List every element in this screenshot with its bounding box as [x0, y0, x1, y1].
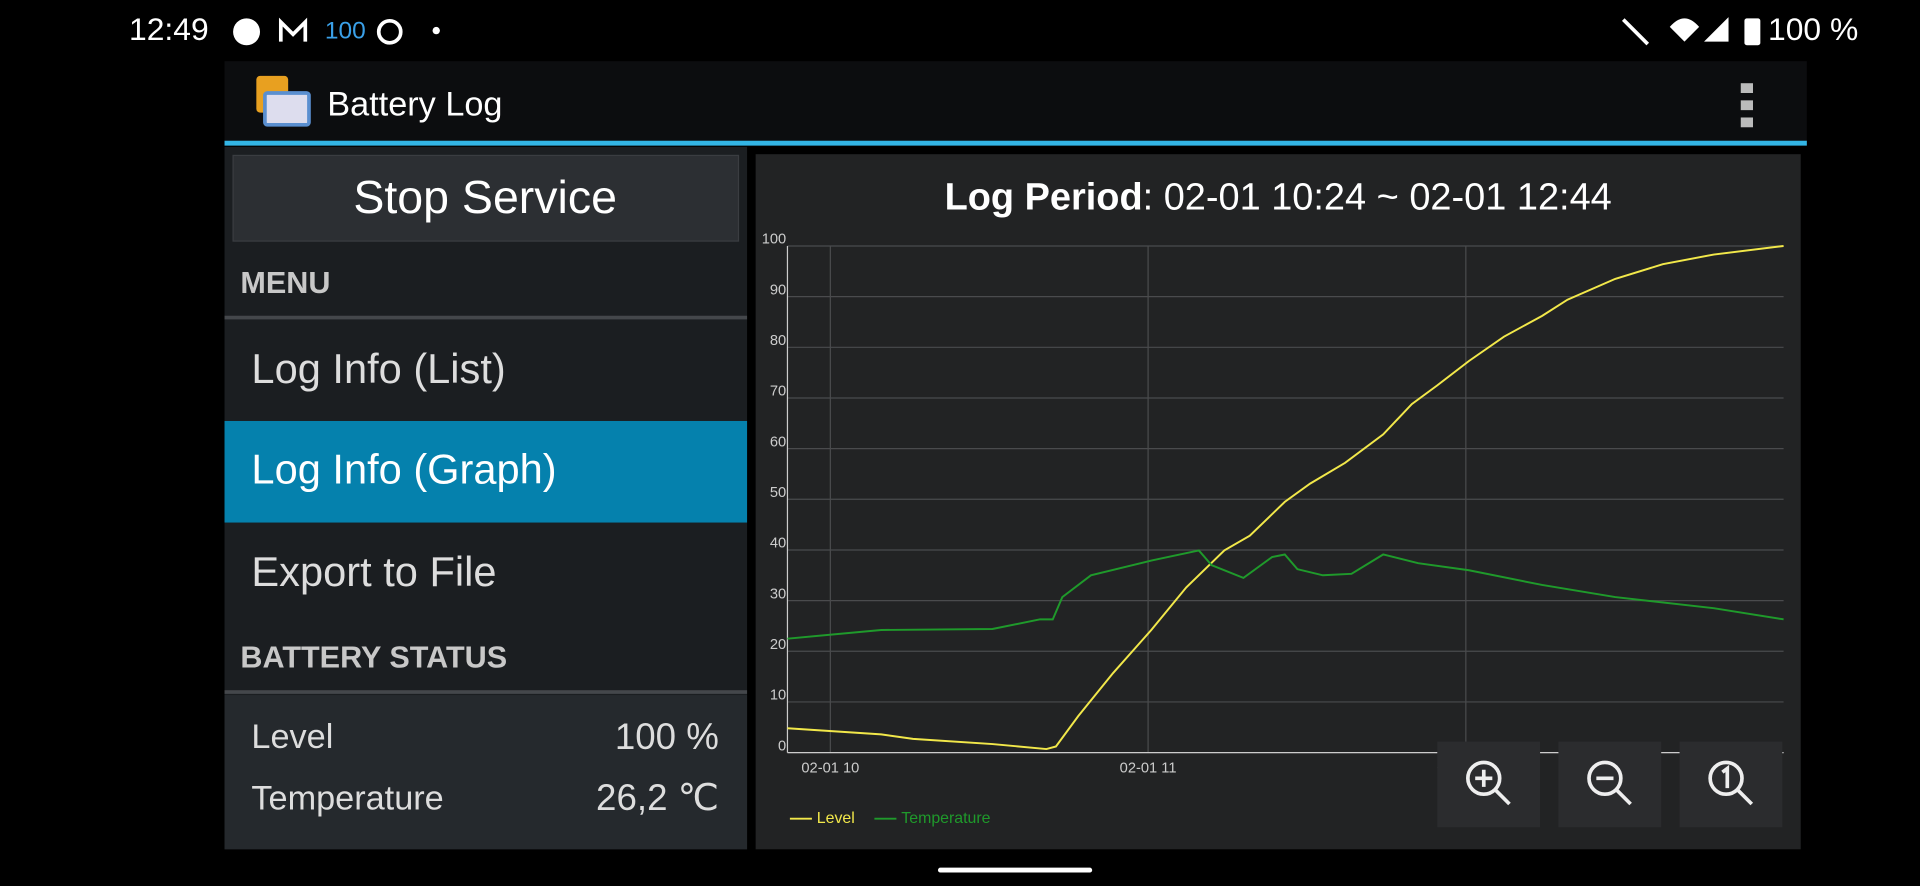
app-icon-laptop	[263, 91, 311, 127]
y-tick-label: 20	[770, 637, 786, 653]
y-tick-label: 80	[770, 333, 786, 349]
legend-label: Temperature	[901, 810, 990, 827]
wifi-icon	[1669, 18, 1700, 42]
graph-title: Log Period: 02-01 10:24 ~ 02-01 12:44	[945, 176, 1612, 218]
status-label: Temperature	[251, 779, 443, 817]
zoom-reset-button[interactable]	[1679, 741, 1783, 828]
app-bar-divider	[224, 140, 1807, 146]
menu-item[interactable]: Log Info (Graph)	[251, 445, 556, 492]
y-tick-label: 30	[770, 586, 786, 602]
status-value: 100 %	[615, 716, 719, 757]
app-title: Battery Log	[327, 86, 502, 124]
status-value: 26,2 ℃	[596, 777, 719, 818]
gmail-icon	[278, 17, 308, 42]
stop-button-label[interactable]: Stop Service	[353, 171, 617, 223]
y-tick-label: 0	[778, 738, 786, 754]
status-panel	[224, 695, 748, 850]
zoom-in-button[interactable]	[1437, 741, 1541, 828]
dot-icon	[432, 26, 440, 35]
graph-title-value: : 02-01 10:24 ~ 02-01 12:44	[1143, 176, 1612, 218]
menu-item-selected[interactable]	[224, 420, 748, 523]
x-tick-label: 02-01 10	[801, 760, 859, 776]
menu-item[interactable]: Log Info (List)	[251, 345, 505, 392]
legend-label: Level	[817, 810, 855, 827]
messenger-icon	[233, 18, 261, 46]
zoom-out-button[interactable]	[1558, 741, 1662, 828]
separator	[224, 690, 748, 694]
battery-icon	[1744, 18, 1761, 46]
zoom-controls	[1437, 741, 1783, 828]
clock: 12:49	[129, 11, 209, 47]
stop-button[interactable]	[232, 154, 740, 242]
y-tick-label: 40	[770, 536, 786, 552]
graph-title-label: Log Period	[945, 176, 1143, 218]
graph-panel	[755, 154, 1801, 850]
status-header: BATTERY STATUS	[240, 641, 507, 675]
menu-item[interactable]: Export to File	[251, 548, 496, 595]
y-tick-label: 60	[770, 434, 786, 450]
battery-badge: 100	[325, 17, 366, 44]
x-tick-label: 02-01 11	[1120, 760, 1177, 776]
y-tick-label: 100	[762, 232, 786, 248]
mute-icon	[1621, 18, 1650, 46]
app-bar	[224, 61, 1807, 142]
line-series	[787, 245, 1784, 751]
y-tick-label: 10	[770, 688, 786, 704]
menu-header: MENU	[240, 266, 330, 300]
y-tick-label: 50	[770, 485, 786, 501]
overflow-menu[interactable]	[1740, 83, 1753, 128]
y-tick-label: 90	[770, 282, 786, 298]
status-label: Level	[251, 718, 333, 756]
line-series	[787, 549, 1784, 640]
fan-icon	[376, 18, 403, 45]
battery-percent: 100 %	[1768, 11, 1858, 47]
y-tick-label: 70	[770, 384, 786, 400]
zoom-icons	[1466, 760, 1754, 806]
nav-handle	[937, 867, 1093, 873]
separator	[224, 315, 748, 320]
